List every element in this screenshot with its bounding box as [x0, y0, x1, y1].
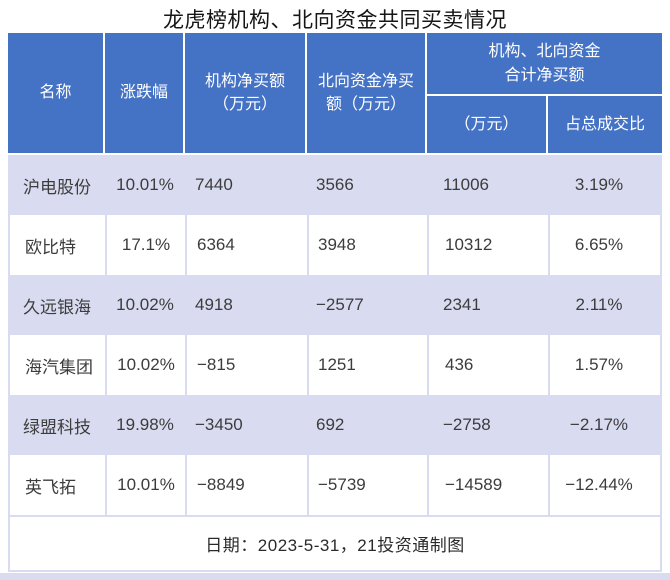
cell-pct: 2.11% [575, 295, 623, 314]
cell-north-net: 692 [316, 415, 345, 434]
cell-inst-net: 7440 [195, 175, 233, 194]
cell-north-net: −5739 [307, 455, 427, 515]
cell-inst-net: −3450 [195, 415, 243, 434]
cell-change: 10.01% [116, 175, 174, 194]
cell-inst-net: −815 [185, 335, 307, 395]
cell-stock-name: 久远银海 [23, 297, 91, 317]
cell-pct: 1.57% [548, 335, 660, 395]
cell-inst-net: −8849 [185, 455, 307, 515]
cell-stock-name: 欧比特 [25, 237, 76, 257]
table-row: 沪电股份 10.01% 7440 3566 11006 3.19% [8, 155, 662, 215]
cell-north-net: 3566 [316, 175, 354, 194]
header-change: 涨跌幅 [105, 33, 185, 153]
cell-change: 10.01% [105, 455, 185, 515]
header-combined-pct: 占总成交比 [564, 115, 645, 133]
header-combined-subrow: （万元） 占总成交比 [427, 96, 662, 153]
page-title: 龙虎榜机构、北向资金共同买卖情况 [163, 8, 507, 32]
cell-total-net: −14589 [427, 455, 548, 515]
header-name: 名称 [8, 33, 105, 153]
header-inst-net: 机构净买额 （万元） [185, 33, 307, 153]
cell-stock-name: 英飞拓 [25, 477, 76, 497]
bottom-strip [0, 573, 670, 580]
header-combined-group: 机构、北向资金 合计净买额 （万元） 占总成交比 [427, 33, 662, 153]
header-combined-amount: （万元） [427, 96, 548, 153]
table-body: 沪电股份 10.01% 7440 3566 11006 3.19% 欧比特 17… [8, 153, 662, 515]
cell-change: 17.1% [105, 215, 185, 275]
cell-inst-net: 4918 [195, 295, 233, 314]
cell-total-net: 2341 [443, 295, 481, 314]
header-north-net: 北向资金净买 额（万元） [307, 33, 427, 153]
cell-inst-net: 6364 [185, 215, 307, 275]
cell-stock-name: 沪电股份 [23, 177, 91, 197]
table-row: 绿盟科技 19.98% −3450 692 −2758 −2.17% [8, 395, 662, 455]
footer-caption: 日期：2023-5-31，21投资通制图 [205, 536, 465, 555]
cell-total-net: 10312 [427, 215, 548, 275]
cell-total-net: −2758 [443, 415, 491, 434]
data-table: 名称 涨跌幅 机构净买额 （万元） 北向资金净买 额（万元） 机构、北向资金 合… [8, 33, 662, 572]
cell-total-net: 436 [427, 335, 548, 395]
table-footer: 日期：2023-5-31，21投资通制图 [8, 515, 662, 572]
table-row: 久远银海 10.02% 4918 −2577 2341 2.11% [8, 275, 662, 335]
cell-north-net: 1251 [307, 335, 427, 395]
cell-change: 19.98% [116, 415, 174, 434]
header-combined-title: 机构、北向资金 合计净买额 [427, 33, 662, 96]
cell-pct: −12.44% [548, 455, 660, 515]
cell-north-net: −2577 [316, 295, 364, 314]
cell-north-net: 3948 [307, 215, 427, 275]
cell-pct: 3.19% [574, 175, 624, 194]
table-row: 海汽集团 10.02% −815 1251 436 1.57% [8, 335, 662, 395]
cell-change: 10.02% [116, 295, 174, 314]
cell-pct: −2.17% [569, 415, 629, 434]
cell-stock-name: 绿盟科技 [23, 417, 91, 437]
cell-total-net: 11006 [443, 175, 490, 194]
table-row: 英飞拓 10.01% −8849 −5739 −14589 −12.44% [8, 455, 662, 515]
cell-change: 10.02% [105, 335, 185, 395]
table-header: 名称 涨跌幅 机构净买额 （万元） 北向资金净买 额（万元） 机构、北向资金 合… [8, 33, 662, 153]
table-row: 欧比特 17.1% 6364 3948 10312 6.65% [8, 215, 662, 275]
cell-stock-name: 海汽集团 [25, 357, 93, 377]
cell-pct: 6.65% [548, 215, 660, 275]
